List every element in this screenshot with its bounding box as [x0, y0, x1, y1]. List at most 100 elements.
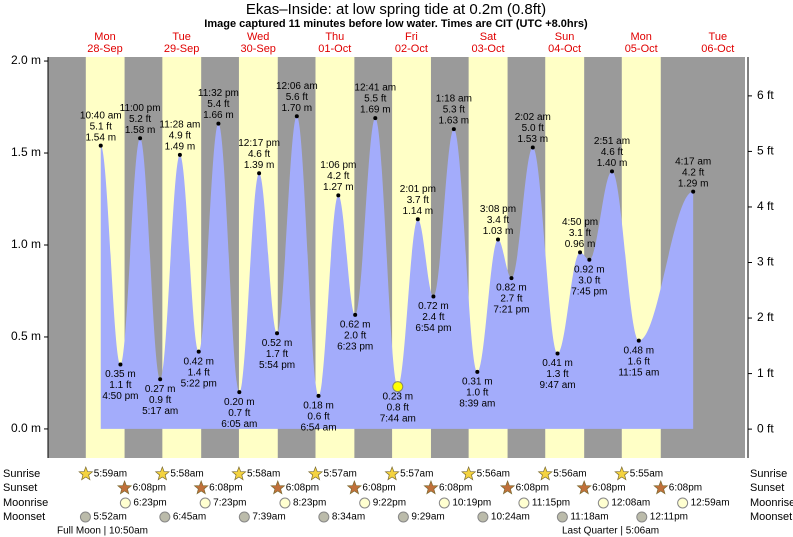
- tide-label: 5:54 pm: [259, 360, 295, 371]
- sunset-time: 6:08pm: [133, 483, 166, 494]
- sunrise-time: 5:58am: [247, 469, 280, 480]
- moonset-icon: [159, 511, 171, 523]
- tide-label: 2.7 ft: [500, 294, 522, 305]
- tide-label: 5.3 ft: [443, 105, 465, 116]
- tide-label: 7:44 am: [380, 413, 416, 424]
- sun-icon: [423, 480, 439, 495]
- tide-label: 9:47 am: [539, 380, 575, 391]
- moonrise-icon: [677, 497, 689, 509]
- moonset-icon: [397, 511, 409, 523]
- tide-label: 5.0 ft: [522, 123, 544, 134]
- day-label: Thu: [325, 31, 344, 43]
- tide-label: 1:06 pm: [320, 160, 356, 171]
- moonset-time: 8:34am: [332, 512, 365, 523]
- sun-icon: [653, 480, 669, 495]
- tide-label: 4.6 ft: [601, 147, 623, 158]
- tide-point: [451, 127, 456, 132]
- tide-point: [496, 237, 501, 242]
- moonrise-icon: [438, 497, 450, 509]
- moonrise-icon: [119, 497, 131, 509]
- moonset-time: 7:39am: [252, 512, 285, 523]
- moonset-icon: [477, 511, 489, 523]
- sunset-time: 6:08pm: [439, 483, 472, 494]
- tide-label: 5:22 pm: [181, 378, 217, 389]
- tide-label: 0.8 ft: [387, 402, 409, 413]
- tide-label: 1.53 m: [518, 134, 549, 145]
- moonset-icon: [556, 511, 568, 523]
- tide-label: 4.2 ft: [682, 167, 704, 178]
- tide-label: 11:15 am: [618, 367, 659, 378]
- date-label: 06-Oct: [701, 43, 734, 55]
- moonrise-time: 12:08am: [611, 498, 650, 509]
- sunrise-time: 5:56am: [553, 469, 586, 480]
- day-label: Fri: [405, 31, 418, 43]
- moonrise-time: 8:23pm: [293, 498, 326, 509]
- tide-label: 7:45 pm: [571, 286, 607, 297]
- tide-label: 0.42 m: [183, 356, 214, 367]
- tide-label: 2:51 am: [594, 136, 630, 147]
- moonrise-icon: [518, 497, 530, 509]
- date-label: 30-Sep: [240, 43, 275, 55]
- tide-label: 1.39 m: [244, 160, 275, 171]
- y2-tick-label: 0 ft: [757, 421, 774, 435]
- tide-point: [196, 349, 201, 354]
- tide-label: 1.6 ft: [628, 356, 650, 367]
- date-label: 29-Sep: [164, 43, 199, 55]
- tide-area: [100, 116, 694, 429]
- tide-label: 6:54 am: [300, 422, 336, 433]
- tide-point: [530, 145, 535, 150]
- sun-icon: [384, 466, 400, 481]
- sun-icon: [193, 480, 209, 495]
- tide-label: 1.29 m: [678, 178, 709, 189]
- date-label: 02-Oct: [395, 43, 428, 55]
- tide-label: 4.6 ft: [248, 149, 270, 160]
- tide-point: [431, 294, 436, 299]
- tide-point: [98, 143, 103, 148]
- moonrise-icon: [199, 497, 211, 509]
- date-label: 05-Oct: [625, 43, 658, 55]
- tide-label: 1.14 m: [403, 206, 434, 217]
- tide-point: [316, 393, 321, 398]
- moonset-icon: [318, 511, 330, 523]
- moonrise-time: 9:22pm: [373, 498, 406, 509]
- tide-label: 5.4 ft: [207, 99, 229, 110]
- tide-point: [691, 189, 696, 194]
- sun-icon: [154, 466, 170, 481]
- tide-label: 2:02 am: [515, 112, 551, 123]
- tide-label: 7:21 pm: [493, 305, 529, 316]
- tide-label: 4.9 ft: [169, 130, 191, 141]
- tide-label: 3:08 pm: [480, 204, 516, 215]
- tide-label: 12:41 am: [354, 83, 396, 94]
- tide-label: 1.27 m: [323, 182, 354, 193]
- sunset-time: 6:08pm: [286, 483, 319, 494]
- tide-label: 1.03 m: [483, 226, 514, 237]
- tide-label: 12:06 am: [276, 81, 318, 92]
- sun-icon: [270, 480, 286, 495]
- y2-tick-label: 4 ft: [757, 199, 774, 213]
- sun-icon: [231, 466, 247, 481]
- y-tick-label: 1.0 m: [11, 237, 41, 251]
- tide-label: 0.18 m: [303, 400, 334, 411]
- sunset-time: 6:08pm: [592, 483, 625, 494]
- tide-label: 1.70 m: [282, 103, 313, 114]
- sun-icon: [461, 466, 477, 481]
- tide-point: [118, 362, 123, 367]
- moon-phase: Last Quarter | 5:06am: [562, 526, 659, 537]
- tide-label: 1.49 m: [165, 141, 196, 152]
- tide-label: 0.48 m: [624, 345, 655, 356]
- tide-label: 10:40 am: [80, 110, 122, 121]
- tide-point: [373, 116, 378, 121]
- sun-icon: [576, 480, 592, 495]
- row-label-right: Moonrise: [750, 497, 793, 509]
- day-label: Sat: [480, 31, 497, 43]
- tide-point: [237, 390, 242, 395]
- tide-label: 4:50 pm: [102, 391, 138, 402]
- sunset-time: 6:08pm: [362, 483, 395, 494]
- tide-label: 4.2 ft: [327, 171, 349, 182]
- tide-label: 0.72 m: [418, 301, 449, 312]
- chart-subtitle: Image captured 11 minutes before low wat…: [204, 18, 588, 30]
- tide-label: 1:18 am: [436, 94, 472, 105]
- tide-label: 1.63 m: [439, 116, 470, 127]
- tide-label: 0.82 m: [496, 283, 527, 294]
